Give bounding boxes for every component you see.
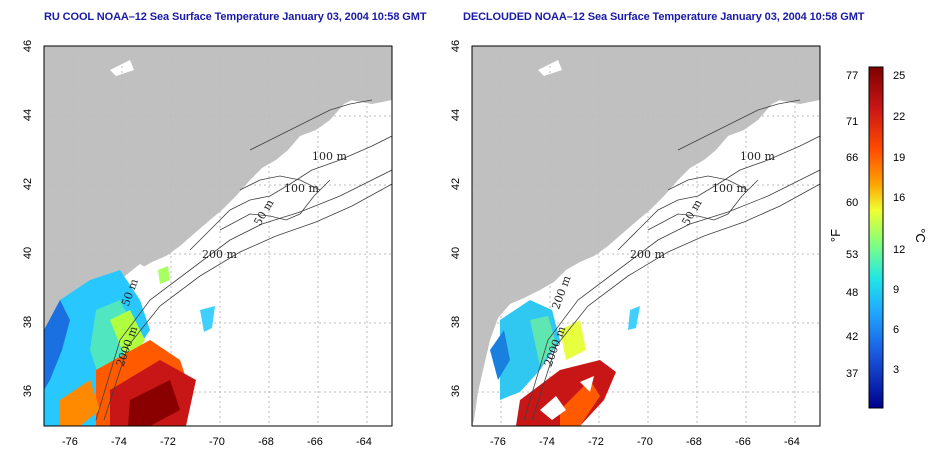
f-tick: 66 xyxy=(846,152,859,164)
c-tick: 22 xyxy=(893,111,906,123)
lon-tick: -72 xyxy=(160,436,176,448)
colorbar xyxy=(868,66,884,409)
f-tick: 77 xyxy=(846,70,859,82)
lon-tick: -74 xyxy=(111,436,127,448)
lat-tick: 40 xyxy=(22,246,35,260)
lon-tick: -74 xyxy=(539,436,555,448)
f-tick: 37 xyxy=(846,368,859,380)
lat-tick: 38 xyxy=(22,315,35,329)
land-mass xyxy=(44,46,392,426)
c-tick: 12 xyxy=(893,244,906,256)
lon-tick: -70 xyxy=(209,436,225,448)
lon-tick: -68 xyxy=(258,436,274,448)
lon-tick: -72 xyxy=(588,436,604,448)
f-tick: 53 xyxy=(846,249,859,261)
contour-label: 100 m xyxy=(284,182,319,195)
fahrenheit-unit-label: °F xyxy=(828,228,844,243)
c-tick: 9 xyxy=(893,284,900,296)
contour-label: 200 m xyxy=(630,248,665,261)
c-tick: 25 xyxy=(893,70,906,82)
lat-tick: 46 xyxy=(450,39,463,53)
right-panel-title: DECLOUDED NOAA–12 Sea Surface Temperatur… xyxy=(463,11,865,23)
lat-tick: 38 xyxy=(450,315,463,329)
lat-tick: 44 xyxy=(22,108,35,122)
sst-data-left xyxy=(44,266,215,426)
lon-tick: -64 xyxy=(784,436,800,448)
lat-tick: 36 xyxy=(22,384,35,398)
land-mass-right xyxy=(472,46,820,426)
lon-tick: -64 xyxy=(356,436,372,448)
c-tick: 19 xyxy=(893,152,906,164)
contour-label: 200 m xyxy=(202,248,237,261)
contour-label: 100 m xyxy=(712,182,747,195)
c-tick: 16 xyxy=(893,192,906,204)
c-tick: 3 xyxy=(893,364,900,376)
contour-label: 100 m xyxy=(312,150,347,163)
lon-tick: -66 xyxy=(307,436,323,448)
contour-label: 100 m xyxy=(740,150,775,163)
lon-tick: -70 xyxy=(637,436,653,448)
left-map-area xyxy=(44,46,392,426)
lon-tick: -76 xyxy=(62,436,78,448)
lon-tick: -68 xyxy=(686,436,702,448)
lat-tick: 40 xyxy=(450,246,463,260)
lon-tick: -66 xyxy=(735,436,751,448)
f-tick: 60 xyxy=(846,197,859,209)
f-tick: 42 xyxy=(846,331,859,343)
sst-data-right xyxy=(490,300,640,426)
lat-tick: 42 xyxy=(450,177,463,191)
left-panel-title: RU COOL NOAA–12 Sea Surface Temperature … xyxy=(44,11,427,23)
lat-tick: 42 xyxy=(22,177,35,191)
lat-tick: 46 xyxy=(22,39,35,53)
f-tick: 71 xyxy=(846,116,859,128)
lat-tick: 36 xyxy=(450,384,463,398)
celsius-unit-label: °C xyxy=(912,228,928,243)
lon-tick: -76 xyxy=(490,436,506,448)
lat-tick: 44 xyxy=(450,108,463,122)
f-tick: 48 xyxy=(846,287,859,299)
right-map-area xyxy=(472,46,820,426)
c-tick: 6 xyxy=(893,324,900,336)
